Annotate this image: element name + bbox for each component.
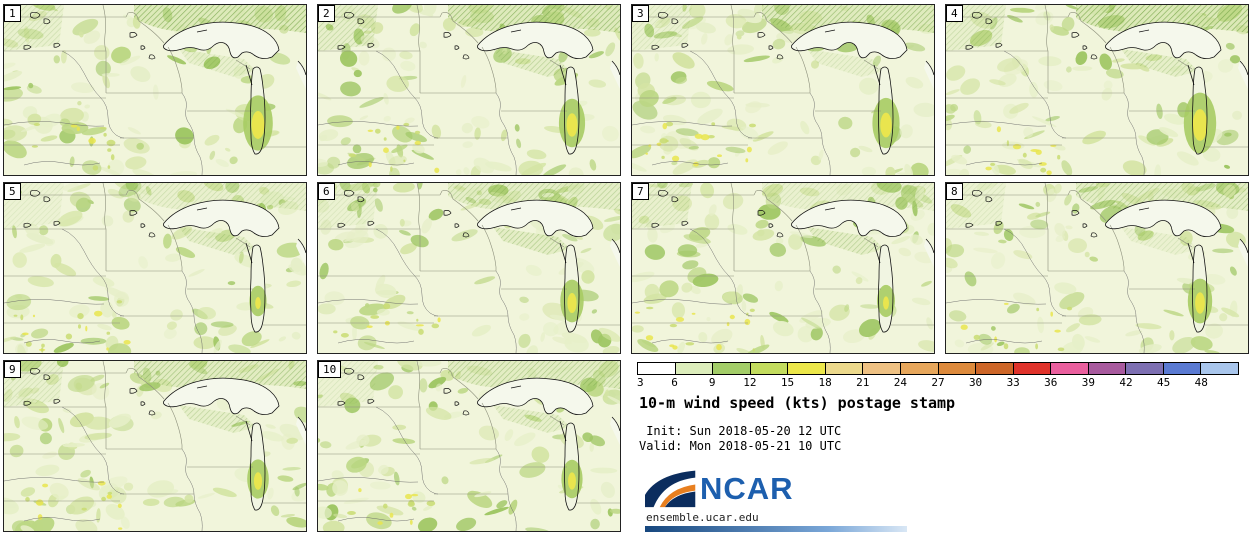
ensemble-panel: 9	[3, 360, 307, 532]
colorbar-segment	[1126, 363, 1164, 375]
site-url: ensemble.ucar.edu	[646, 511, 759, 524]
colorbar-tick-label: 33	[1006, 376, 1020, 390]
colorbar-segment	[1163, 363, 1202, 375]
colorbar-segment	[863, 363, 901, 375]
colorbar-segment	[1013, 363, 1052, 375]
panel-number: 6	[318, 183, 335, 200]
wind-speed-map	[318, 361, 620, 531]
colorbar-segment	[1201, 363, 1238, 375]
colorbar-segment	[788, 363, 826, 375]
colorbar-segment	[825, 363, 864, 375]
colorbar-tick-label: 36	[1044, 376, 1058, 390]
colorbar-segment	[1051, 363, 1089, 375]
ensemble-panel: 3	[631, 4, 935, 176]
panel-number: 1	[4, 5, 21, 22]
colorbar-segment	[976, 363, 1014, 375]
wind-speed-map	[4, 361, 306, 531]
colorbar-segment	[750, 363, 789, 375]
logo-underline-bar	[645, 526, 907, 532]
colorbar-tick-label: 21	[856, 376, 870, 390]
panel-number: 2	[318, 5, 335, 22]
wind-speed-map	[4, 183, 306, 353]
wind-speed-map	[318, 183, 620, 353]
colorbar-segment	[1088, 363, 1127, 375]
panel-number: 3	[632, 5, 649, 22]
colorbar-tick-label: 9	[708, 376, 716, 390]
colorbar	[637, 362, 1239, 376]
colorbar-tick-row: 3 6 9 12 15 18 21 24 27 30 33 36 39 42 45 48	[637, 375, 1239, 390]
init-time: Init: Sun 2018-05-20 12 UTC	[646, 423, 842, 438]
legend-block: 3 6 9 12 15 18 21 24 27 30 33 36 39 42 45 48 10-m wind …	[631, 360, 1249, 532]
logo-row: NCAR	[645, 468, 907, 508]
colorbar-tick-label: 42	[1119, 376, 1133, 390]
ensemble-panel: 7	[631, 182, 935, 354]
colorbar-segment	[938, 363, 977, 375]
ncar-logo-text: NCAR	[700, 470, 794, 506]
colorbar-tick-label: 30	[968, 376, 983, 390]
colorbar-tick-label: 48	[1194, 376, 1208, 390]
time-block: Init: Sun 2018-05-20 12 UTC Valid: Mon 2…	[639, 424, 841, 455]
colorbar-tick-label: 15	[780, 376, 795, 390]
ensemble-panel: 1	[3, 4, 307, 176]
ensemble-panel: 4	[945, 4, 1249, 176]
colorbar-segment	[713, 363, 751, 375]
panel-number: 5	[4, 183, 21, 200]
colorbar-tick-label: 12	[743, 376, 757, 390]
colorbar-segment	[900, 363, 939, 375]
ensemble-panel: 5	[3, 182, 307, 354]
plot-title: 10-m wind speed (kts) postage stamp	[639, 393, 956, 412]
wind-speed-map	[4, 5, 306, 175]
ensemble-panel: 10	[317, 360, 621, 532]
colorbar-tick-label: 39	[1081, 376, 1096, 390]
colorbar-segment	[675, 363, 714, 375]
wind-speed-map	[946, 5, 1248, 175]
panel-number: 8	[946, 183, 963, 200]
wind-speed-map	[946, 183, 1248, 353]
colorbar-segment	[638, 363, 676, 375]
ncar-logo-icon	[645, 470, 696, 508]
colorbar-tick-label: 27	[931, 376, 945, 390]
ensemble-panel: 2	[317, 4, 621, 176]
panel-number: 10	[318, 361, 342, 378]
colorbar-tick-label: 18	[818, 376, 832, 390]
panel-number: 4	[946, 5, 963, 22]
ensemble-panel: 8	[945, 182, 1249, 354]
valid-time: Valid: Mon 2018-05-21 10 UTC	[639, 439, 842, 454]
colorbar-tick-label: 6	[671, 376, 678, 390]
wind-speed-map	[632, 5, 934, 175]
colorbar-tick-label: 24	[893, 376, 907, 390]
colorbar-tick-label: 3	[637, 376, 644, 390]
wind-speed-map	[632, 183, 934, 353]
panel-number: 9	[4, 361, 21, 378]
branding-block: NCAR ensemble.ucar.edu	[645, 468, 907, 532]
colorbar-tick-label: 45	[1157, 376, 1171, 390]
wind-speed-map	[318, 5, 620, 175]
ensemble-panel: 6	[317, 182, 621, 354]
panel-number: 7	[632, 183, 649, 200]
